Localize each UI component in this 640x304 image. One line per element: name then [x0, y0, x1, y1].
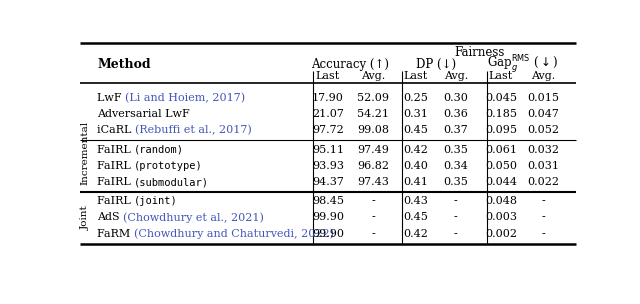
- Text: Avg.: Avg.: [361, 71, 385, 81]
- Text: 98.45: 98.45: [312, 196, 344, 206]
- Text: (prototype): (prototype): [134, 161, 203, 171]
- Text: DP (↓): DP (↓): [415, 58, 456, 71]
- Text: 99.08: 99.08: [357, 126, 389, 135]
- Text: Last: Last: [403, 71, 428, 81]
- Text: 94.37: 94.37: [312, 177, 344, 187]
- Text: FaRM: FaRM: [97, 229, 134, 239]
- Text: 0.31: 0.31: [403, 109, 428, 119]
- Text: 0.048: 0.048: [485, 196, 517, 206]
- Text: 0.37: 0.37: [444, 126, 468, 135]
- Text: (joint): (joint): [134, 196, 178, 206]
- Text: 95.11: 95.11: [312, 145, 344, 155]
- Text: 0.061: 0.061: [485, 145, 517, 155]
- Text: Incremental: Incremental: [81, 121, 90, 185]
- Text: 97.43: 97.43: [357, 177, 389, 187]
- Text: Avg.: Avg.: [444, 71, 468, 81]
- Text: Last: Last: [316, 71, 340, 81]
- Text: (Li and Hoiem, 2017): (Li and Hoiem, 2017): [125, 93, 245, 103]
- Text: 0.002: 0.002: [485, 229, 517, 239]
- Text: -: -: [454, 212, 458, 223]
- Text: (Chowdhury and Chaturvedi, 2022): (Chowdhury and Chaturvedi, 2022): [134, 228, 334, 239]
- Text: 0.35: 0.35: [444, 177, 468, 187]
- Text: 0.045: 0.045: [485, 93, 517, 103]
- Text: 0.41: 0.41: [403, 177, 428, 187]
- Text: 0.45: 0.45: [403, 212, 428, 223]
- Text: 97.49: 97.49: [357, 145, 389, 155]
- Text: 0.42: 0.42: [403, 229, 428, 239]
- Text: iCaRL: iCaRL: [97, 126, 135, 135]
- Text: Avg.: Avg.: [531, 71, 556, 81]
- Text: 0.25: 0.25: [403, 93, 428, 103]
- Text: 0.032: 0.032: [527, 145, 559, 155]
- Text: 96.82: 96.82: [357, 161, 389, 171]
- Text: 0.45: 0.45: [403, 126, 428, 135]
- Text: 0.30: 0.30: [444, 93, 468, 103]
- Text: Adversarial LwF: Adversarial LwF: [97, 109, 190, 119]
- Text: Fairness: Fairness: [454, 46, 505, 59]
- Text: 17.90: 17.90: [312, 93, 344, 103]
- Text: FaIRL: FaIRL: [97, 145, 134, 155]
- Text: -: -: [371, 212, 375, 223]
- Text: LwF: LwF: [97, 93, 125, 103]
- Text: 0.095: 0.095: [485, 126, 517, 135]
- Text: Accuracy (↑): Accuracy (↑): [312, 58, 390, 71]
- Text: (random): (random): [134, 145, 184, 155]
- Text: Gap$_g^{\mathrm{RMS}}$ ($\downarrow$): Gap$_g^{\mathrm{RMS}}$ ($\downarrow$): [486, 53, 557, 75]
- Text: 93.93: 93.93: [312, 161, 344, 171]
- Text: 0.031: 0.031: [527, 161, 559, 171]
- Text: FaIRL: FaIRL: [97, 177, 134, 187]
- Text: 0.047: 0.047: [527, 109, 559, 119]
- Text: 0.35: 0.35: [444, 145, 468, 155]
- Text: 0.022: 0.022: [527, 177, 559, 187]
- Text: AdS: AdS: [97, 212, 123, 223]
- Text: 0.40: 0.40: [403, 161, 428, 171]
- Text: 0.052: 0.052: [527, 126, 559, 135]
- Text: 99.90: 99.90: [312, 229, 344, 239]
- Text: -: -: [541, 212, 545, 223]
- Text: FaIRL: FaIRL: [97, 161, 134, 171]
- Text: -: -: [371, 229, 375, 239]
- Text: 0.003: 0.003: [485, 212, 517, 223]
- Text: 0.185: 0.185: [485, 109, 517, 119]
- Text: -: -: [541, 196, 545, 206]
- Text: (Chowdhury et al., 2021): (Chowdhury et al., 2021): [123, 212, 264, 223]
- Text: 97.72: 97.72: [312, 126, 344, 135]
- Text: FaIRL: FaIRL: [97, 196, 134, 206]
- Text: Last: Last: [489, 71, 513, 81]
- Text: (submodular): (submodular): [134, 177, 209, 187]
- Text: 0.36: 0.36: [444, 109, 468, 119]
- Text: -: -: [454, 229, 458, 239]
- Text: 52.09: 52.09: [357, 93, 389, 103]
- Text: 0.42: 0.42: [403, 145, 428, 155]
- Text: Joint: Joint: [81, 205, 90, 230]
- Text: 99.90: 99.90: [312, 212, 344, 223]
- Text: 54.21: 54.21: [357, 109, 389, 119]
- Text: -: -: [454, 196, 458, 206]
- Text: 21.07: 21.07: [312, 109, 344, 119]
- Text: -: -: [371, 196, 375, 206]
- Text: (Rebuffi et al., 2017): (Rebuffi et al., 2017): [135, 125, 252, 136]
- Text: Method: Method: [97, 58, 150, 71]
- Text: 0.015: 0.015: [527, 93, 559, 103]
- Text: 0.044: 0.044: [485, 177, 517, 187]
- Text: 0.050: 0.050: [485, 161, 517, 171]
- Text: -: -: [541, 229, 545, 239]
- Text: 0.43: 0.43: [403, 196, 428, 206]
- Text: 0.34: 0.34: [444, 161, 468, 171]
